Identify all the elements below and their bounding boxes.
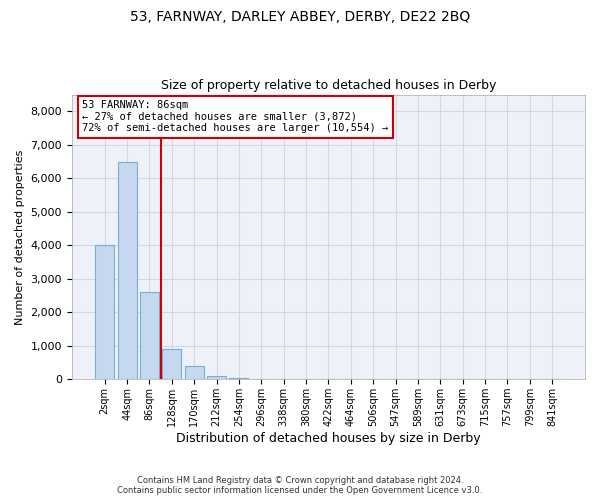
Text: 53 FARNWAY: 86sqm
← 27% of detached houses are smaller (3,872)
72% of semi-detac: 53 FARNWAY: 86sqm ← 27% of detached hous… — [82, 100, 388, 134]
X-axis label: Distribution of detached houses by size in Derby: Distribution of detached houses by size … — [176, 432, 481, 445]
Bar — [229, 378, 248, 380]
Bar — [118, 162, 137, 380]
Bar — [207, 376, 226, 380]
Bar — [140, 292, 159, 380]
Bar — [163, 349, 181, 380]
Y-axis label: Number of detached properties: Number of detached properties — [15, 149, 25, 324]
Title: Size of property relative to detached houses in Derby: Size of property relative to detached ho… — [161, 79, 496, 92]
Bar — [95, 246, 114, 380]
Text: Contains HM Land Registry data © Crown copyright and database right 2024.
Contai: Contains HM Land Registry data © Crown c… — [118, 476, 482, 495]
Text: 53, FARNWAY, DARLEY ABBEY, DERBY, DE22 2BQ: 53, FARNWAY, DARLEY ABBEY, DERBY, DE22 2… — [130, 10, 470, 24]
Bar — [185, 366, 204, 380]
